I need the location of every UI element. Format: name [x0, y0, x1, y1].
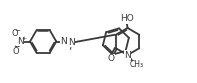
Text: N: N [17, 37, 24, 46]
Text: ‚: ‚ [69, 41, 72, 51]
Text: HO: HO [120, 15, 134, 23]
Text: O: O [108, 54, 115, 63]
Text: O: O [12, 47, 19, 56]
Text: O: O [11, 29, 18, 39]
Text: CH₃: CH₃ [130, 60, 144, 69]
Text: N: N [60, 37, 67, 46]
Text: −: − [15, 28, 20, 34]
Text: N: N [68, 38, 75, 47]
Text: N: N [124, 51, 131, 60]
Text: +: + [21, 36, 26, 41]
